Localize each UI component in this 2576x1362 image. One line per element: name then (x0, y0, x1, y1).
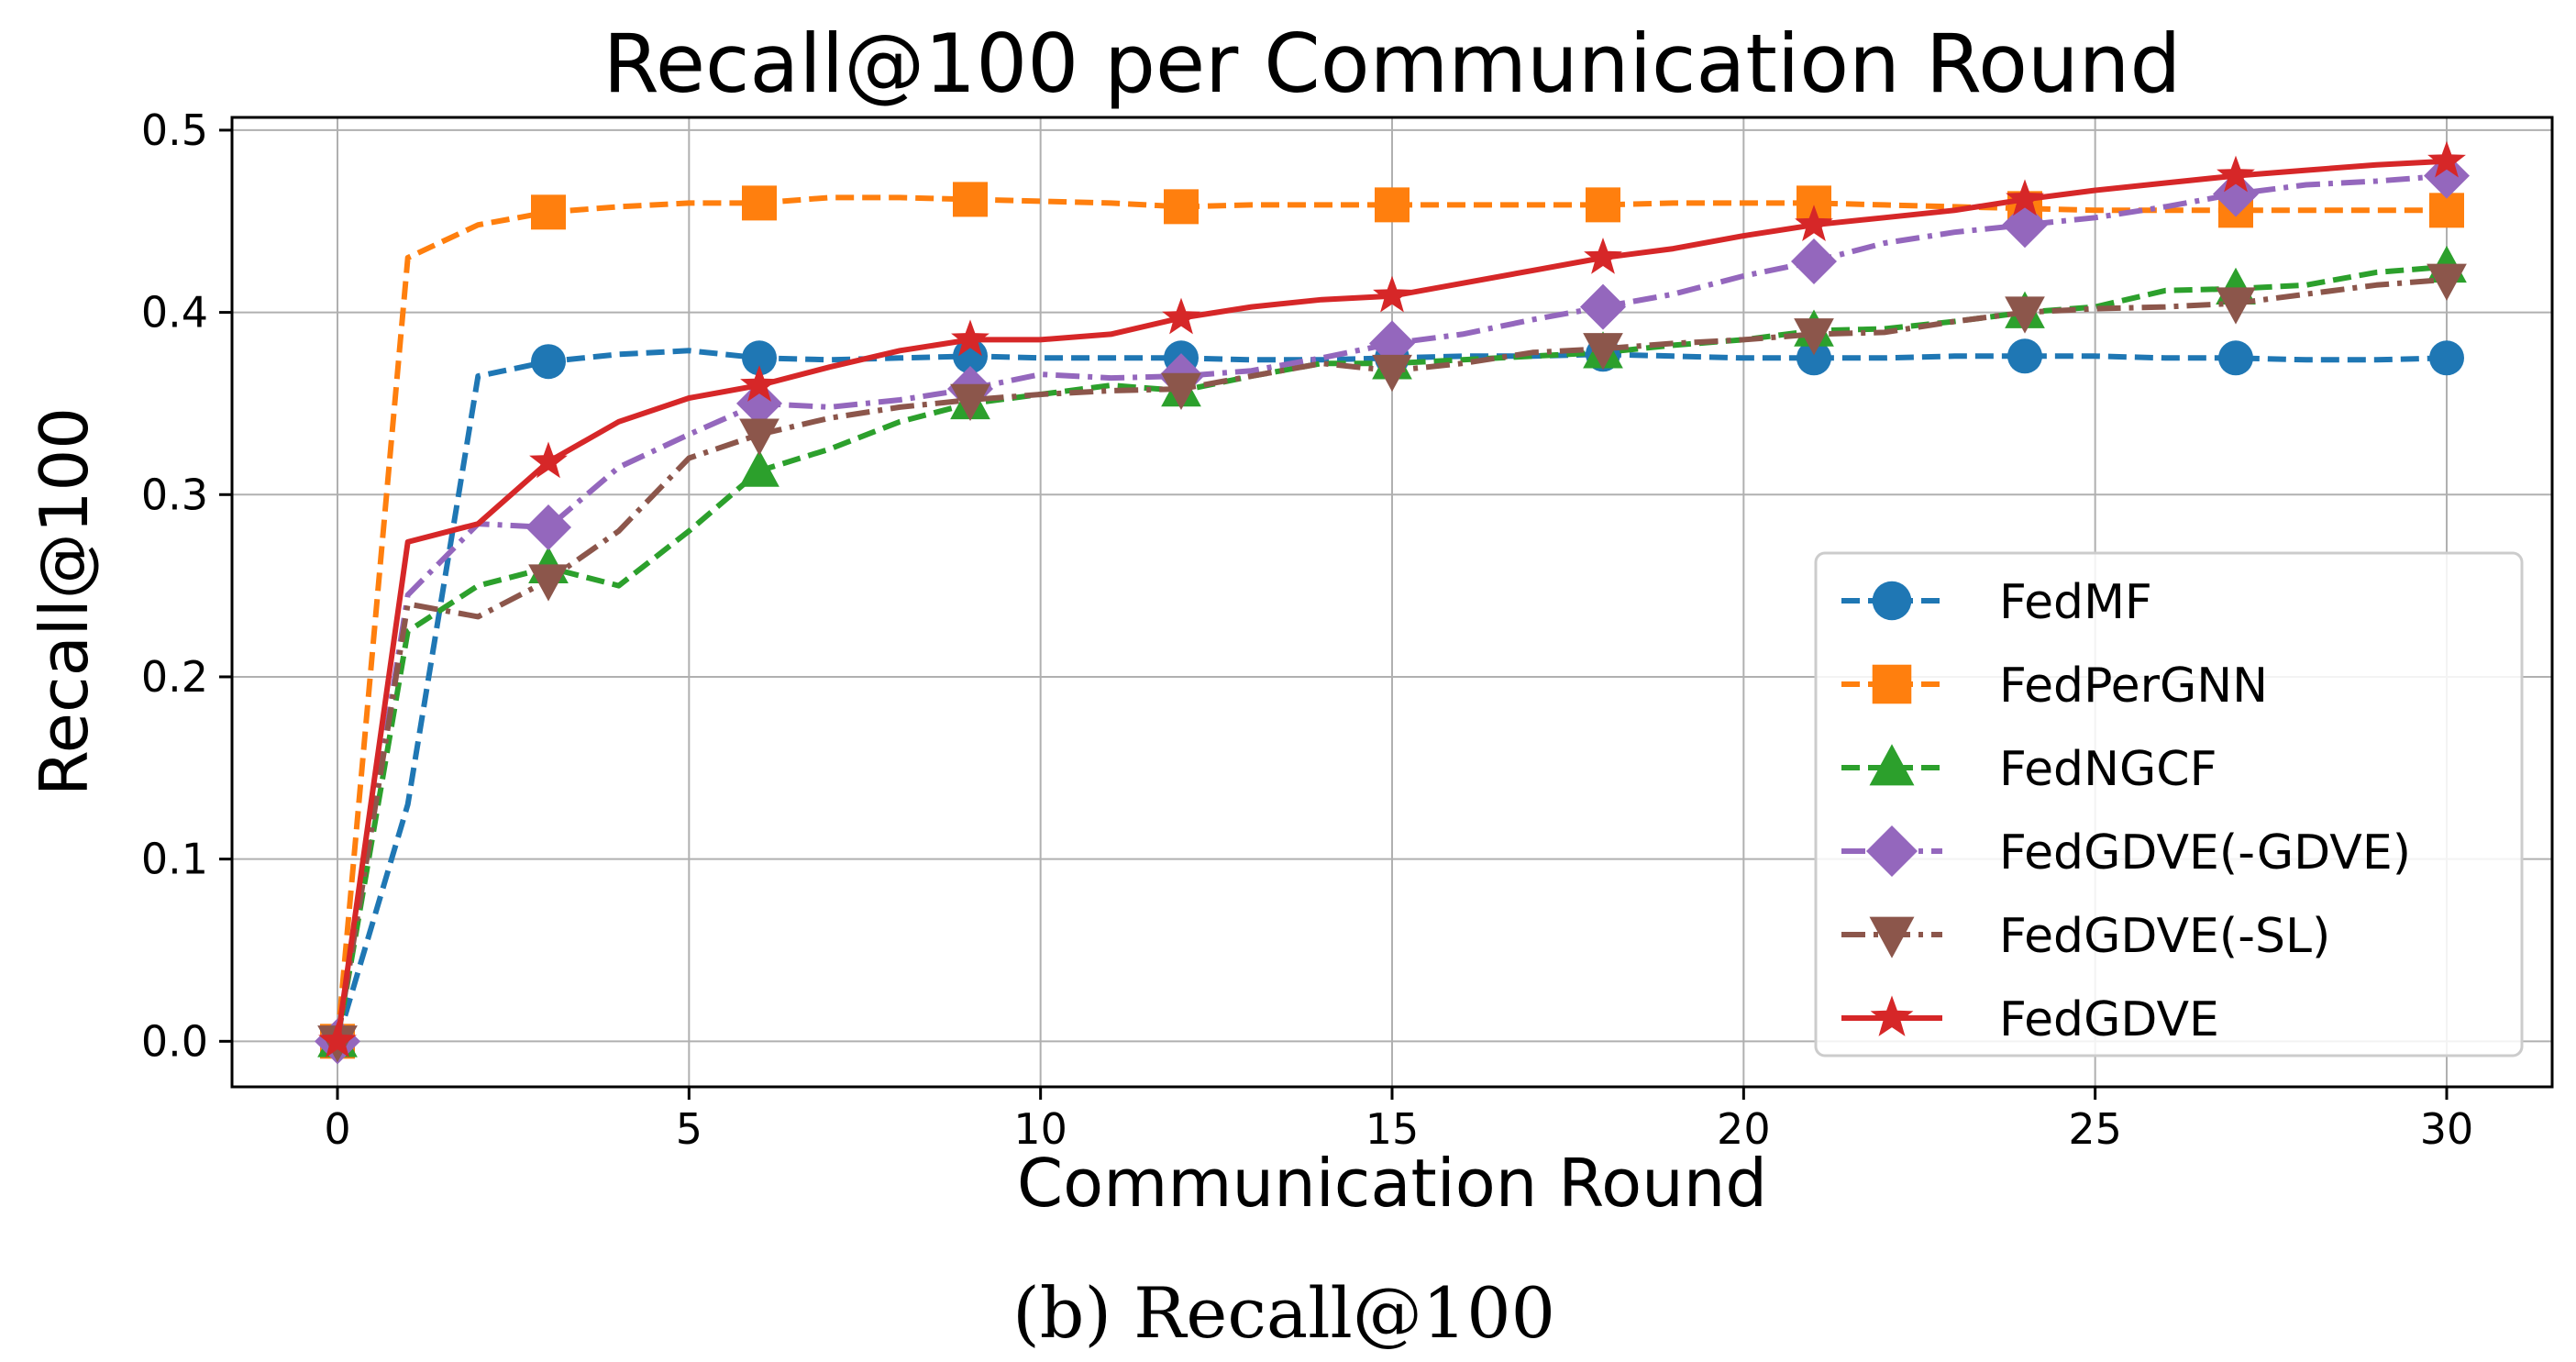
x-tick-label: 25 (2068, 1104, 2122, 1154)
legend-label: FedGDVE(-SL) (1999, 909, 2330, 964)
data-point (531, 194, 566, 230)
legend-item: FedGDVE (1841, 992, 2219, 1047)
legend-box (1814, 551, 2524, 1057)
legend-marker (1872, 664, 1912, 704)
x-tick-label: 15 (1365, 1104, 1420, 1154)
x-tick-label: 0 (324, 1104, 350, 1154)
legend-item: FedNGCF (1841, 742, 2217, 797)
data-point (742, 340, 777, 376)
legend-item: FedGDVE(-SL) (1841, 909, 2330, 964)
data-point (742, 185, 777, 221)
y-tick-label: 0.0 (141, 1016, 208, 1066)
y-axis: 0.0 0.1 0.2 0.3 0.4 0.5 (141, 105, 232, 1066)
legend-marker (1869, 744, 1915, 786)
data-point (951, 319, 989, 357)
data-point (2427, 263, 2467, 301)
data-point (2216, 287, 2256, 325)
data-point (953, 182, 988, 217)
legend-label: FedPerGNN (1999, 659, 2268, 714)
y-tick-label: 0.3 (141, 470, 208, 519)
legend-item: FedPerGNN (1841, 659, 2268, 714)
data-point (1372, 354, 1412, 393)
data-point (2217, 155, 2255, 193)
data-point (1375, 187, 1410, 223)
legend-label: FedGDVE(-GDVE) (1999, 825, 2411, 880)
legend-marker (1872, 581, 1912, 621)
legend-marker (1866, 825, 1918, 877)
data-point (1791, 238, 1837, 284)
data-point (2006, 179, 2044, 216)
data-point (2218, 340, 2253, 376)
data-point (1373, 275, 1411, 313)
y-tick-label: 0.1 (141, 835, 208, 884)
x-tick-label: 30 (2420, 1104, 2474, 1154)
data-point (1369, 320, 1415, 367)
x-tick-label: 10 (1013, 1104, 1067, 1154)
series-line (335, 194, 2447, 1042)
data-point (525, 504, 571, 551)
data-point (739, 418, 779, 456)
data-point (2213, 171, 2259, 217)
legend-marker (1869, 916, 1915, 958)
data-point (739, 449, 779, 487)
data-point (2427, 140, 2466, 178)
chart-title: Recall@100 per Communication Round (603, 17, 2182, 111)
series-4 (317, 263, 2467, 1063)
data-point (1797, 340, 1831, 376)
x-tick-label: 20 (1717, 1104, 1771, 1154)
legend-label: FedMF (1999, 575, 2152, 630)
legend-item: FedGDVE(-GDVE) (1841, 825, 2411, 880)
data-point (318, 1021, 357, 1058)
data-point (740, 365, 779, 402)
y-tick-label: 0.2 (141, 652, 208, 702)
y-tick-label: 0.5 (141, 105, 208, 155)
figure-caption: (b) Recall@100 (1012, 1272, 1555, 1354)
data-point (950, 383, 990, 421)
data-point (2007, 338, 2042, 374)
data-point (1161, 372, 1201, 411)
data-point (1794, 318, 1834, 356)
data-point (531, 344, 566, 380)
data-point (1580, 283, 1626, 330)
data-point (1162, 297, 1200, 335)
x-axis: 0 5 10 15 20 25 30 (324, 1087, 2473, 1154)
x-tick-label: 5 (676, 1104, 702, 1154)
data-point (1586, 187, 1620, 223)
y-tick-label: 0.4 (141, 288, 208, 338)
data-point (528, 564, 569, 602)
data-point (2002, 202, 2048, 249)
series-5 (318, 140, 2466, 1058)
series-line (335, 172, 2448, 1042)
data-point (1164, 189, 1199, 225)
legend-marker (1870, 995, 1914, 1036)
data-point (529, 441, 568, 479)
data-point (1583, 333, 1623, 371)
x-axis-label: Communication Round (1017, 1145, 1767, 1222)
data-point (1795, 205, 1833, 241)
legend: FedMF FedPerGNN FedNGCF FedGDVE(-GDVE) FedGD… (1814, 551, 2524, 1057)
data-point (2429, 193, 2464, 228)
data-point (1584, 238, 1622, 274)
y-axis-label: Recall@100 (26, 407, 103, 796)
data-point (2005, 296, 2045, 334)
legend-label: FedGDVE (1999, 992, 2219, 1047)
legend-label: FedNGCF (1999, 742, 2217, 797)
data-point (2429, 340, 2464, 376)
data-point (736, 380, 782, 426)
legend-item: FedMF (1841, 575, 2152, 630)
series-layer (315, 140, 2470, 1065)
